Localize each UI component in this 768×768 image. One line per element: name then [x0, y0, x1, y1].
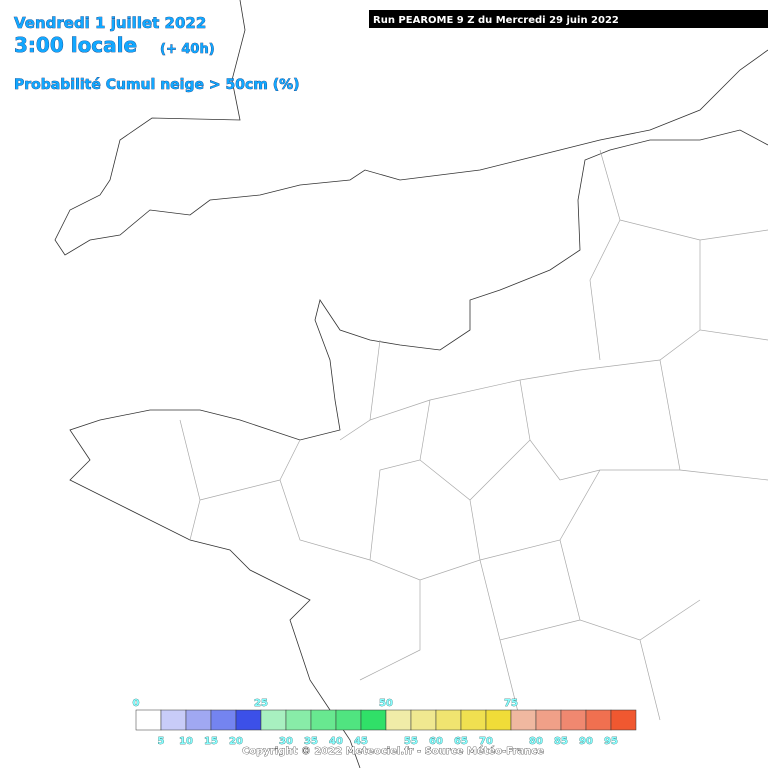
legend-swatch [385, 709, 412, 731]
legend-label: 50 [379, 698, 393, 709]
legend-swatch [285, 709, 312, 731]
legend-swatch [235, 709, 262, 731]
legend-swatch [410, 709, 437, 731]
legend-label: 85 [554, 736, 568, 747]
run-label: Run PEAROME 9 Z du Mercredi 29 juin 2022 [373, 15, 619, 26]
forecast-date: Vendredi 1 juillet 2022 [14, 14, 206, 32]
legend-swatch [460, 709, 487, 731]
legend-label: 95 [604, 736, 618, 747]
copyright: Copyright © 2022 Meteociel.fr - Source M… [242, 745, 544, 757]
legend-swatch [435, 709, 462, 731]
legend-label: 5 [158, 736, 165, 747]
legend-label: 25 [254, 698, 268, 709]
forecast-lead: (+ 40h) [160, 42, 215, 57]
parameter-title: Probabilité Cumul neige > 50cm (%) [14, 77, 300, 93]
run-banner [369, 10, 768, 28]
legend-swatch [310, 709, 337, 731]
department-borders [179, 149, 768, 721]
legend-label: 15 [204, 736, 218, 747]
coastline-england [54, 0, 768, 256]
legend-swatch [160, 709, 187, 731]
legend-swatch [610, 709, 637, 731]
legend-label: 65 [454, 736, 468, 747]
legend-label: 60 [429, 736, 443, 747]
legend-label: 70 [479, 736, 493, 747]
legend-swatch [260, 709, 287, 731]
legend-label: 35 [304, 736, 318, 747]
legend-swatch [185, 709, 212, 731]
legend-label: 55 [404, 736, 418, 747]
forecast-time: 3:00 locale [14, 33, 137, 57]
legend-swatch [560, 709, 587, 731]
legend: 0 25 50 75 5 10 15 20 30 35 40 45 55 60 65 70 80 85 90 95 [132, 698, 637, 747]
legend-label: 40 [329, 736, 343, 747]
basemap [54, 0, 768, 768]
legend-label: 10 [179, 736, 193, 747]
legend-label: 90 [579, 736, 593, 747]
legend-label: 45 [354, 736, 368, 747]
legend-swatch [335, 709, 362, 731]
legend-swatch [510, 709, 537, 731]
legend-label: 75 [504, 698, 518, 709]
legend-swatch [210, 709, 237, 731]
legend-label: 0 [133, 698, 140, 709]
legend-label: 30 [279, 736, 293, 747]
legend-swatch [485, 709, 512, 731]
legend-label: 20 [229, 736, 243, 747]
legend-swatch [135, 709, 162, 731]
legend-swatch [360, 709, 387, 731]
legend-swatch [535, 709, 562, 731]
legend-label: 80 [529, 736, 543, 747]
legend-swatch [585, 709, 612, 731]
